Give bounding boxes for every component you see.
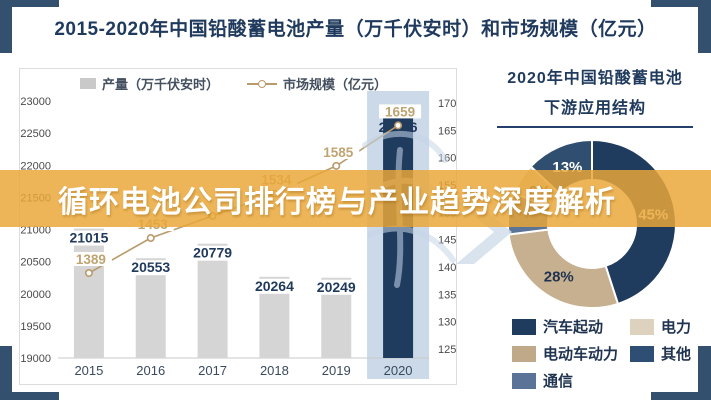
svg-text:20779: 20779 xyxy=(193,245,232,261)
legend-label: 通信 xyxy=(543,373,574,390)
pie-legend-item: 其他 xyxy=(630,343,691,364)
corner-bracket-bottom-left xyxy=(0,346,59,400)
combo-chart-legend: 产量（万千伏安时） 市场规模（亿元） xyxy=(80,74,387,93)
svg-text:1585: 1585 xyxy=(323,145,354,160)
svg-text:2020: 2020 xyxy=(384,363,413,378)
banner-title: 循环电池公司排行榜与产业趋势深度解析 xyxy=(58,185,616,219)
pie-legend-item: 电力 xyxy=(630,316,691,337)
svg-text:1700: 1700 xyxy=(438,98,456,110)
legend-label: 汽车起动 xyxy=(543,319,604,336)
svg-text:1600: 1600 xyxy=(438,153,456,165)
page-title: 2015-2020年中国铅酸蓄电池产量（万千伏安时）和市场规模（亿元） xyxy=(54,19,657,40)
svg-text:1350: 1350 xyxy=(438,289,456,301)
svg-text:20553: 20553 xyxy=(131,259,170,275)
legend-swatch-icon xyxy=(630,318,654,335)
svg-text:22500: 22500 xyxy=(20,128,51,140)
svg-text:19500: 19500 xyxy=(20,321,51,333)
pie-legend: 汽车起动 电力电动车动力 其他通信 xyxy=(512,316,691,391)
svg-text:1400: 1400 xyxy=(438,262,456,274)
bar-2015 xyxy=(73,228,104,358)
bar-swatch-icon xyxy=(80,78,96,89)
legend-item-production: 产量（万千伏安时） xyxy=(80,74,219,93)
svg-text:1300: 1300 xyxy=(438,317,456,329)
pie-title-line2: 下游应用结构 xyxy=(543,100,646,117)
svg-text:1450: 1450 xyxy=(438,235,456,247)
bar-2020 xyxy=(383,117,414,358)
svg-text:1650: 1650 xyxy=(438,125,456,137)
pie-title-divider xyxy=(497,126,693,128)
svg-text:2018: 2018 xyxy=(260,363,289,378)
legend-label: 电力 xyxy=(661,319,692,336)
legend-label: 产量（万千伏安时） xyxy=(102,77,220,92)
legend-swatch-icon xyxy=(512,318,536,335)
pie-title-line1: 2020年中国铅酸蓄电池 xyxy=(507,70,683,87)
bar-2017 xyxy=(197,243,228,358)
svg-text:2019: 2019 xyxy=(322,363,351,378)
svg-text:19000: 19000 xyxy=(20,353,51,365)
svg-text:2015: 2015 xyxy=(74,363,103,378)
svg-text:1659: 1659 xyxy=(385,104,415,119)
svg-text:20000: 20000 xyxy=(20,289,51,301)
svg-text:21015: 21015 xyxy=(69,230,108,246)
pie-legend-item: 汽车起动 xyxy=(512,316,630,337)
pie-legend-item: 通信 xyxy=(512,370,630,391)
pie-legend-item: 电动车动力 xyxy=(512,343,630,364)
legend-swatch-icon xyxy=(512,345,536,362)
corner-bracket-bottom-right xyxy=(651,346,711,400)
legend-swatch-icon xyxy=(512,372,536,389)
legend-label: 市场规模（亿元） xyxy=(283,77,388,92)
corner-bracket-top-right xyxy=(651,0,711,53)
svg-text:20264: 20264 xyxy=(255,278,294,294)
svg-text:2016: 2016 xyxy=(136,363,165,378)
legend-label: 其他 xyxy=(661,346,692,363)
bars xyxy=(73,117,414,358)
svg-text:20249: 20249 xyxy=(317,279,356,295)
legend-swatch-icon xyxy=(630,345,654,362)
svg-text:22000: 22000 xyxy=(20,160,51,172)
overlay-banner: 循环电池公司排行榜与产业趋势深度解析 xyxy=(0,170,711,227)
svg-text:23000: 23000 xyxy=(20,96,51,108)
svg-text:21000: 21000 xyxy=(20,225,51,237)
svg-text:28%: 28% xyxy=(544,268,574,285)
pie-chart-title: 2020年中国铅酸蓄电池 下游应用结构 xyxy=(470,64,711,124)
svg-text:20500: 20500 xyxy=(20,257,51,269)
svg-text:2017: 2017 xyxy=(198,363,227,378)
svg-text:1389: 1389 xyxy=(76,252,106,267)
line-marker-icon xyxy=(247,79,278,88)
legend-label: 电动车动力 xyxy=(543,346,619,363)
corner-bracket-top-left xyxy=(0,0,59,53)
legend-item-market-scale: 市场规模（亿元） xyxy=(247,74,387,93)
svg-text:1250: 1250 xyxy=(438,344,456,356)
